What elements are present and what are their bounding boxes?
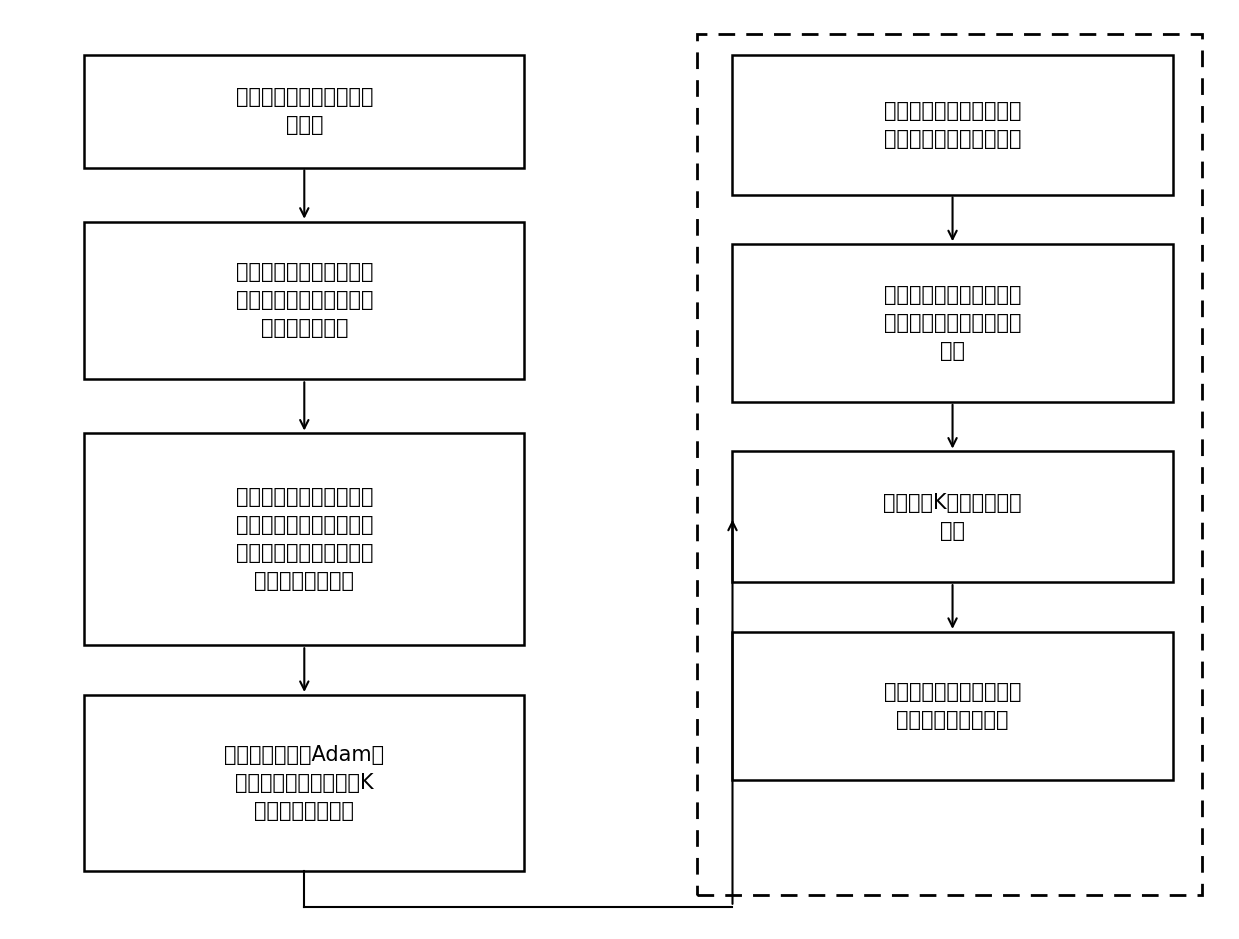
Text: 获取所述目标物的解剖结
构数据: 获取所述目标物的解剖结 构数据 bbox=[235, 87, 373, 135]
Bar bbox=[732, 54, 1172, 194]
Bar bbox=[732, 452, 1172, 582]
Text: 将所述荧光图像配准到第
一网格数据中，得到输入
图像: 将所述荧光图像配准到第 一网格数据中，得到输入 图像 bbox=[883, 285, 1021, 361]
Bar bbox=[696, 34, 1202, 895]
Bar bbox=[732, 244, 1172, 402]
Bar bbox=[84, 434, 524, 645]
Bar bbox=[732, 632, 1172, 780]
Text: 利用蒙特卡洛仿真构建激
发内部光源的训练样本集
，作为第一样本: 利用蒙特卡洛仿真构建激 发内部光源的训练样本集 ，作为第一样本 bbox=[235, 263, 373, 338]
Bar bbox=[84, 695, 524, 870]
Text: 重建所述内部光源在所述
目标物内的三维分布: 重建所述内部光源在所述 目标物内的三维分布 bbox=[883, 682, 1021, 731]
Text: 基于所述第一样本，组合
出多光源样本和不规则的
大光源样本，扩充到第一
样本作为第二样本: 基于所述第一样本，组合 出多光源样本和不规则的 大光源样本，扩充到第一 样本作为… bbox=[235, 487, 373, 592]
Text: 获取目标物内部光源在所
述目标物表面的荧光图像: 获取目标物内部光源在所 述目标物表面的荧光图像 bbox=[883, 100, 1021, 148]
Bar bbox=[84, 222, 524, 379]
Bar bbox=[84, 54, 524, 167]
Text: 使用残差学习和Adam最
优化方法迭代训练所述K
近邻局部连接网络: 使用残差学习和Adam最 优化方法迭代训练所述K 近邻局部连接网络 bbox=[224, 745, 384, 821]
Text: 训练好的K近邻局部连接
网络: 训练好的K近邻局部连接 网络 bbox=[883, 493, 1022, 541]
